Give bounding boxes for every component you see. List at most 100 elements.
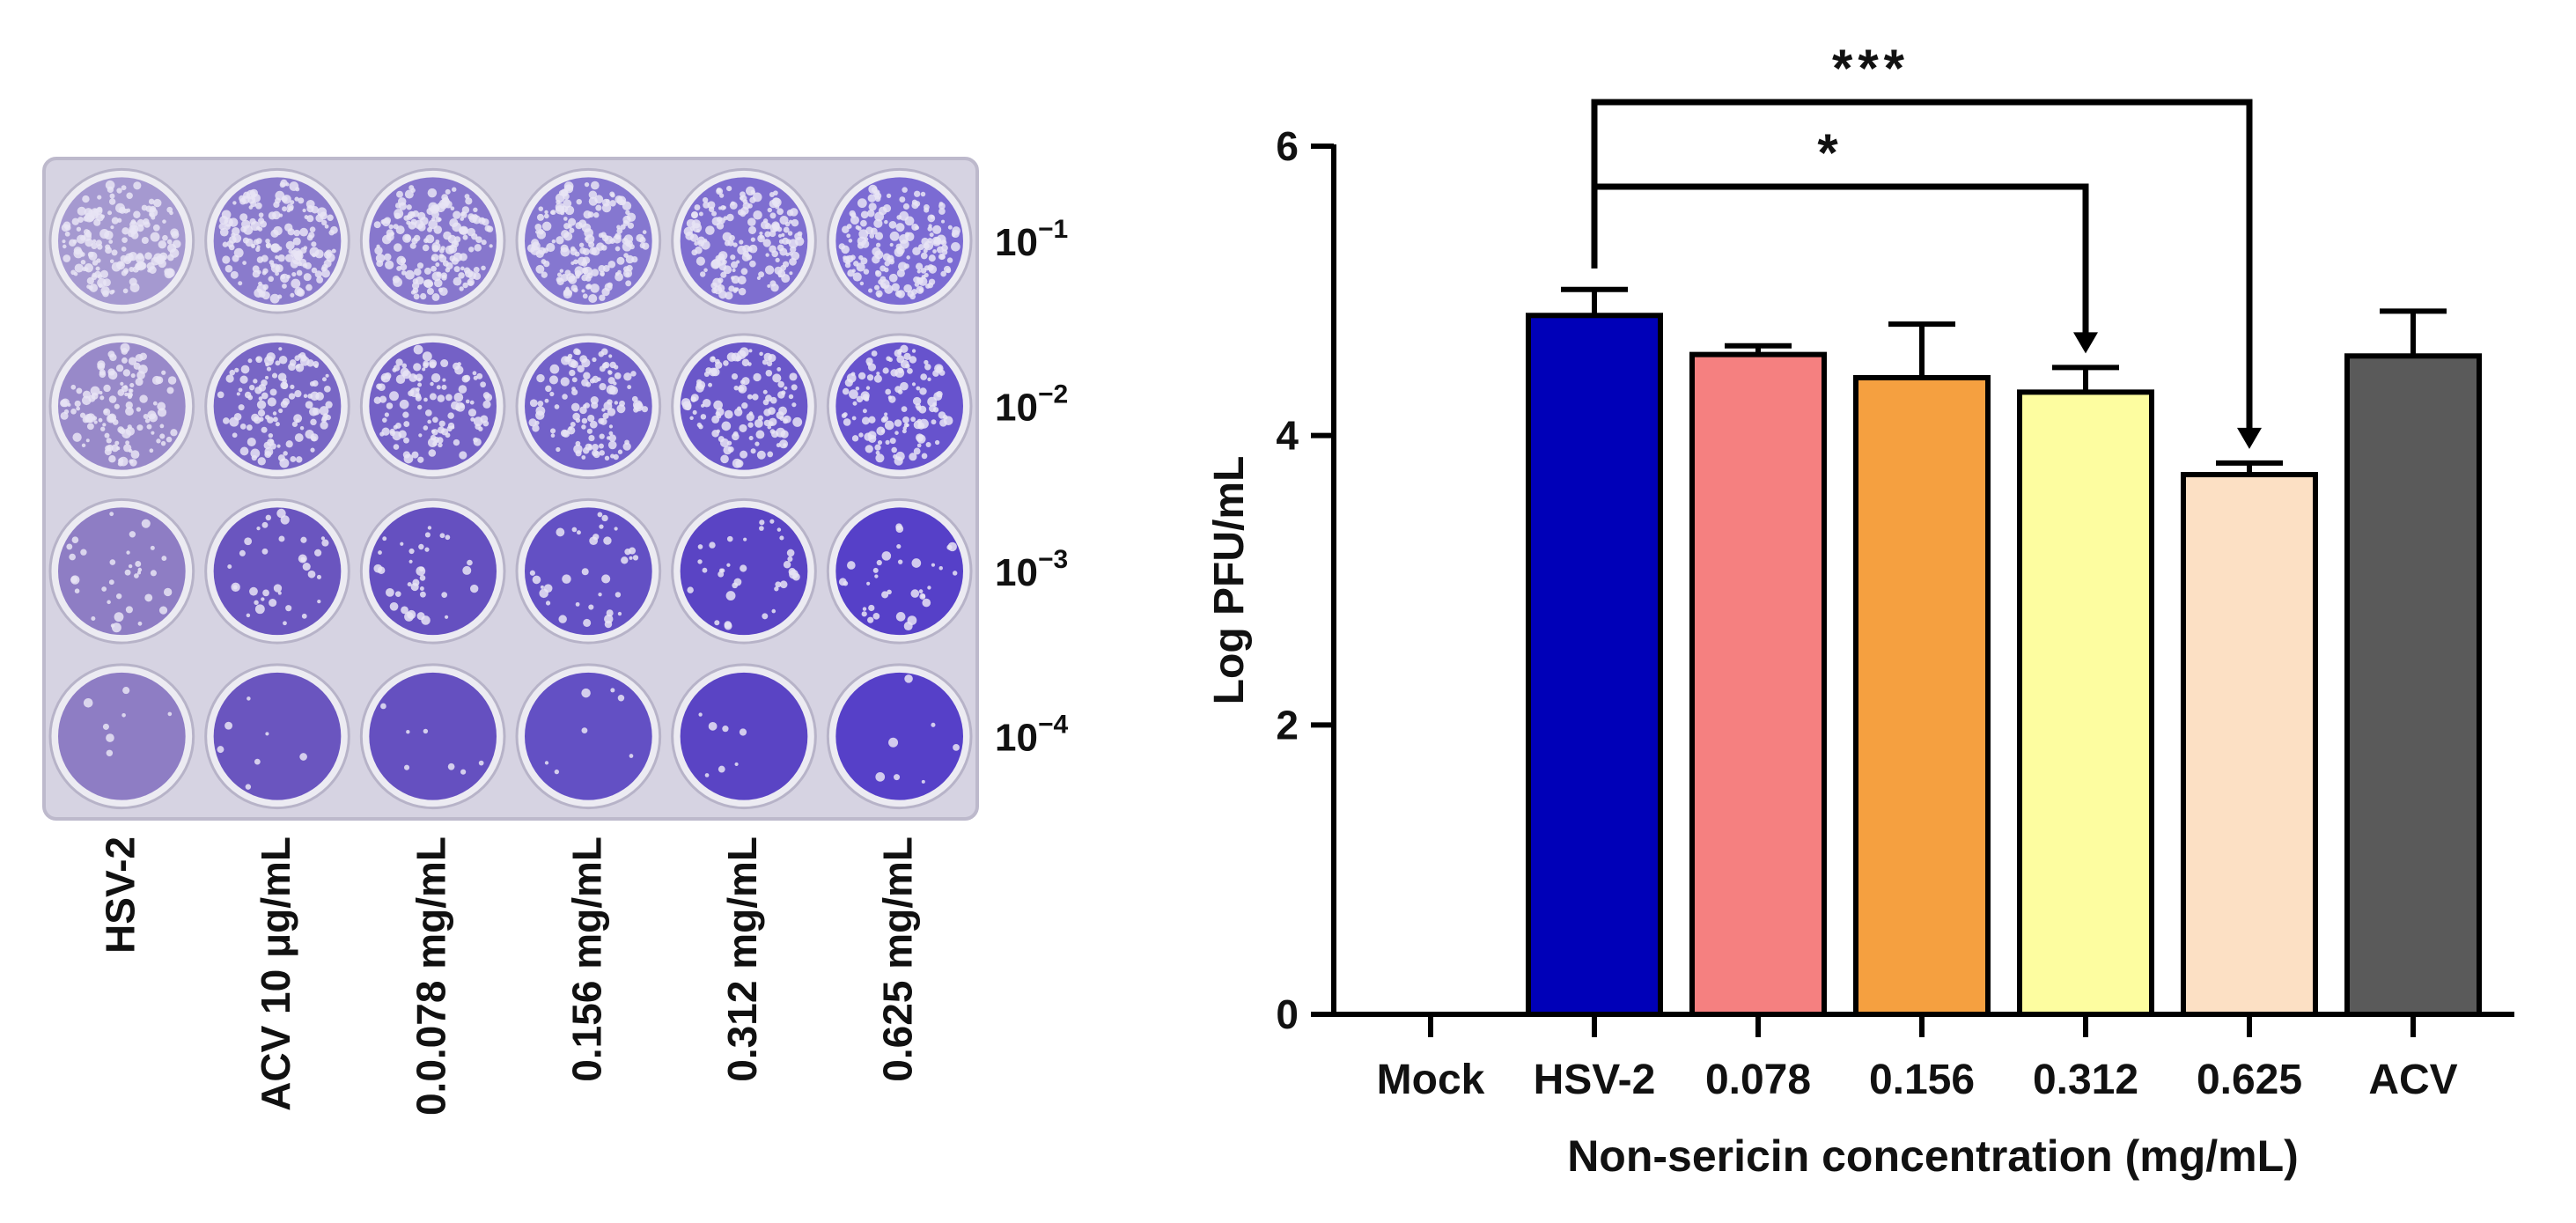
plaque bbox=[99, 391, 103, 395]
significance-bracket: * bbox=[1591, 123, 2098, 354]
plaque bbox=[621, 556, 629, 564]
plaque bbox=[380, 703, 386, 710]
plaque bbox=[139, 394, 148, 403]
plaque bbox=[747, 247, 753, 252]
plaque bbox=[401, 606, 408, 615]
plaque bbox=[897, 262, 908, 271]
plaque bbox=[866, 581, 871, 586]
plaque bbox=[306, 215, 314, 223]
plaque bbox=[535, 264, 545, 274]
plaque bbox=[76, 406, 81, 411]
plaque bbox=[256, 245, 261, 249]
well bbox=[359, 333, 506, 480]
plaque bbox=[715, 361, 723, 369]
plaque bbox=[762, 218, 769, 224]
plaque bbox=[732, 458, 742, 468]
plaque bbox=[543, 213, 549, 219]
plaque bbox=[238, 387, 243, 393]
plaque bbox=[135, 254, 145, 264]
plaque bbox=[791, 218, 799, 227]
plaque bbox=[292, 237, 301, 246]
plaque bbox=[696, 422, 703, 428]
plaque bbox=[769, 417, 777, 426]
plaque bbox=[852, 272, 862, 282]
plaque bbox=[762, 613, 769, 620]
plaque bbox=[726, 440, 732, 446]
plaque bbox=[747, 394, 753, 400]
plaque bbox=[245, 238, 254, 247]
plaque bbox=[928, 265, 938, 274]
plaque bbox=[394, 591, 401, 597]
dilution-base: 10 bbox=[995, 221, 1038, 264]
plaque bbox=[588, 293, 598, 304]
plaque bbox=[236, 392, 240, 396]
plaque bbox=[924, 359, 929, 365]
plaque bbox=[473, 438, 482, 446]
bar bbox=[2017, 389, 2154, 1018]
plaque bbox=[726, 535, 733, 542]
plaque bbox=[422, 351, 432, 362]
plaque bbox=[592, 451, 600, 459]
significance-label: * bbox=[1817, 123, 1843, 182]
plaque bbox=[861, 416, 870, 425]
plaque bbox=[884, 261, 890, 267]
plaque bbox=[931, 722, 936, 727]
plaque bbox=[447, 412, 454, 419]
plaque bbox=[424, 409, 432, 416]
plaque bbox=[730, 261, 739, 269]
plaque bbox=[625, 280, 632, 287]
plaque bbox=[119, 427, 126, 435]
plaque bbox=[779, 535, 784, 541]
plaque bbox=[579, 406, 587, 415]
plaque bbox=[89, 284, 99, 292]
plaque bbox=[406, 204, 412, 210]
plaque bbox=[413, 374, 417, 379]
plaque bbox=[624, 549, 631, 556]
plaque bbox=[747, 422, 754, 428]
plaque bbox=[588, 604, 594, 610]
plaque bbox=[458, 272, 465, 279]
plaque bbox=[384, 412, 389, 417]
plaque bbox=[280, 400, 289, 409]
plaque bbox=[586, 428, 592, 434]
plaque bbox=[109, 259, 114, 264]
plaque bbox=[874, 574, 879, 578]
plaque bbox=[133, 181, 142, 190]
plaque bbox=[851, 416, 857, 421]
plaque bbox=[419, 575, 426, 581]
plaque bbox=[541, 221, 552, 232]
plaque bbox=[256, 256, 264, 263]
plaque bbox=[85, 438, 90, 443]
plaque bbox=[844, 379, 853, 387]
plaque bbox=[894, 419, 902, 427]
plaque bbox=[295, 418, 300, 423]
plaque bbox=[239, 375, 248, 384]
plaque bbox=[932, 225, 942, 234]
plaque bbox=[437, 394, 445, 402]
plaque bbox=[896, 543, 902, 549]
plaque bbox=[416, 566, 426, 576]
plaque bbox=[478, 760, 484, 766]
plaque bbox=[873, 374, 882, 383]
plaque bbox=[882, 367, 889, 374]
plaque bbox=[428, 449, 437, 457]
plaque bbox=[285, 240, 295, 250]
plaque bbox=[759, 519, 765, 526]
plaque bbox=[874, 211, 885, 222]
plaque bbox=[597, 377, 601, 382]
plaque bbox=[309, 247, 320, 257]
plaque bbox=[232, 585, 238, 590]
plaque bbox=[309, 226, 316, 232]
plaque bbox=[884, 219, 888, 225]
plaque bbox=[442, 196, 450, 203]
plaque bbox=[903, 352, 911, 360]
plaque bbox=[108, 395, 117, 403]
plaque bbox=[545, 600, 551, 606]
plaque bbox=[255, 356, 263, 364]
plaque bbox=[121, 357, 128, 364]
plaque bbox=[278, 408, 283, 414]
plaque bbox=[616, 227, 623, 234]
plaque bbox=[114, 612, 124, 623]
plaque bbox=[614, 401, 619, 405]
plaque bbox=[710, 282, 718, 289]
